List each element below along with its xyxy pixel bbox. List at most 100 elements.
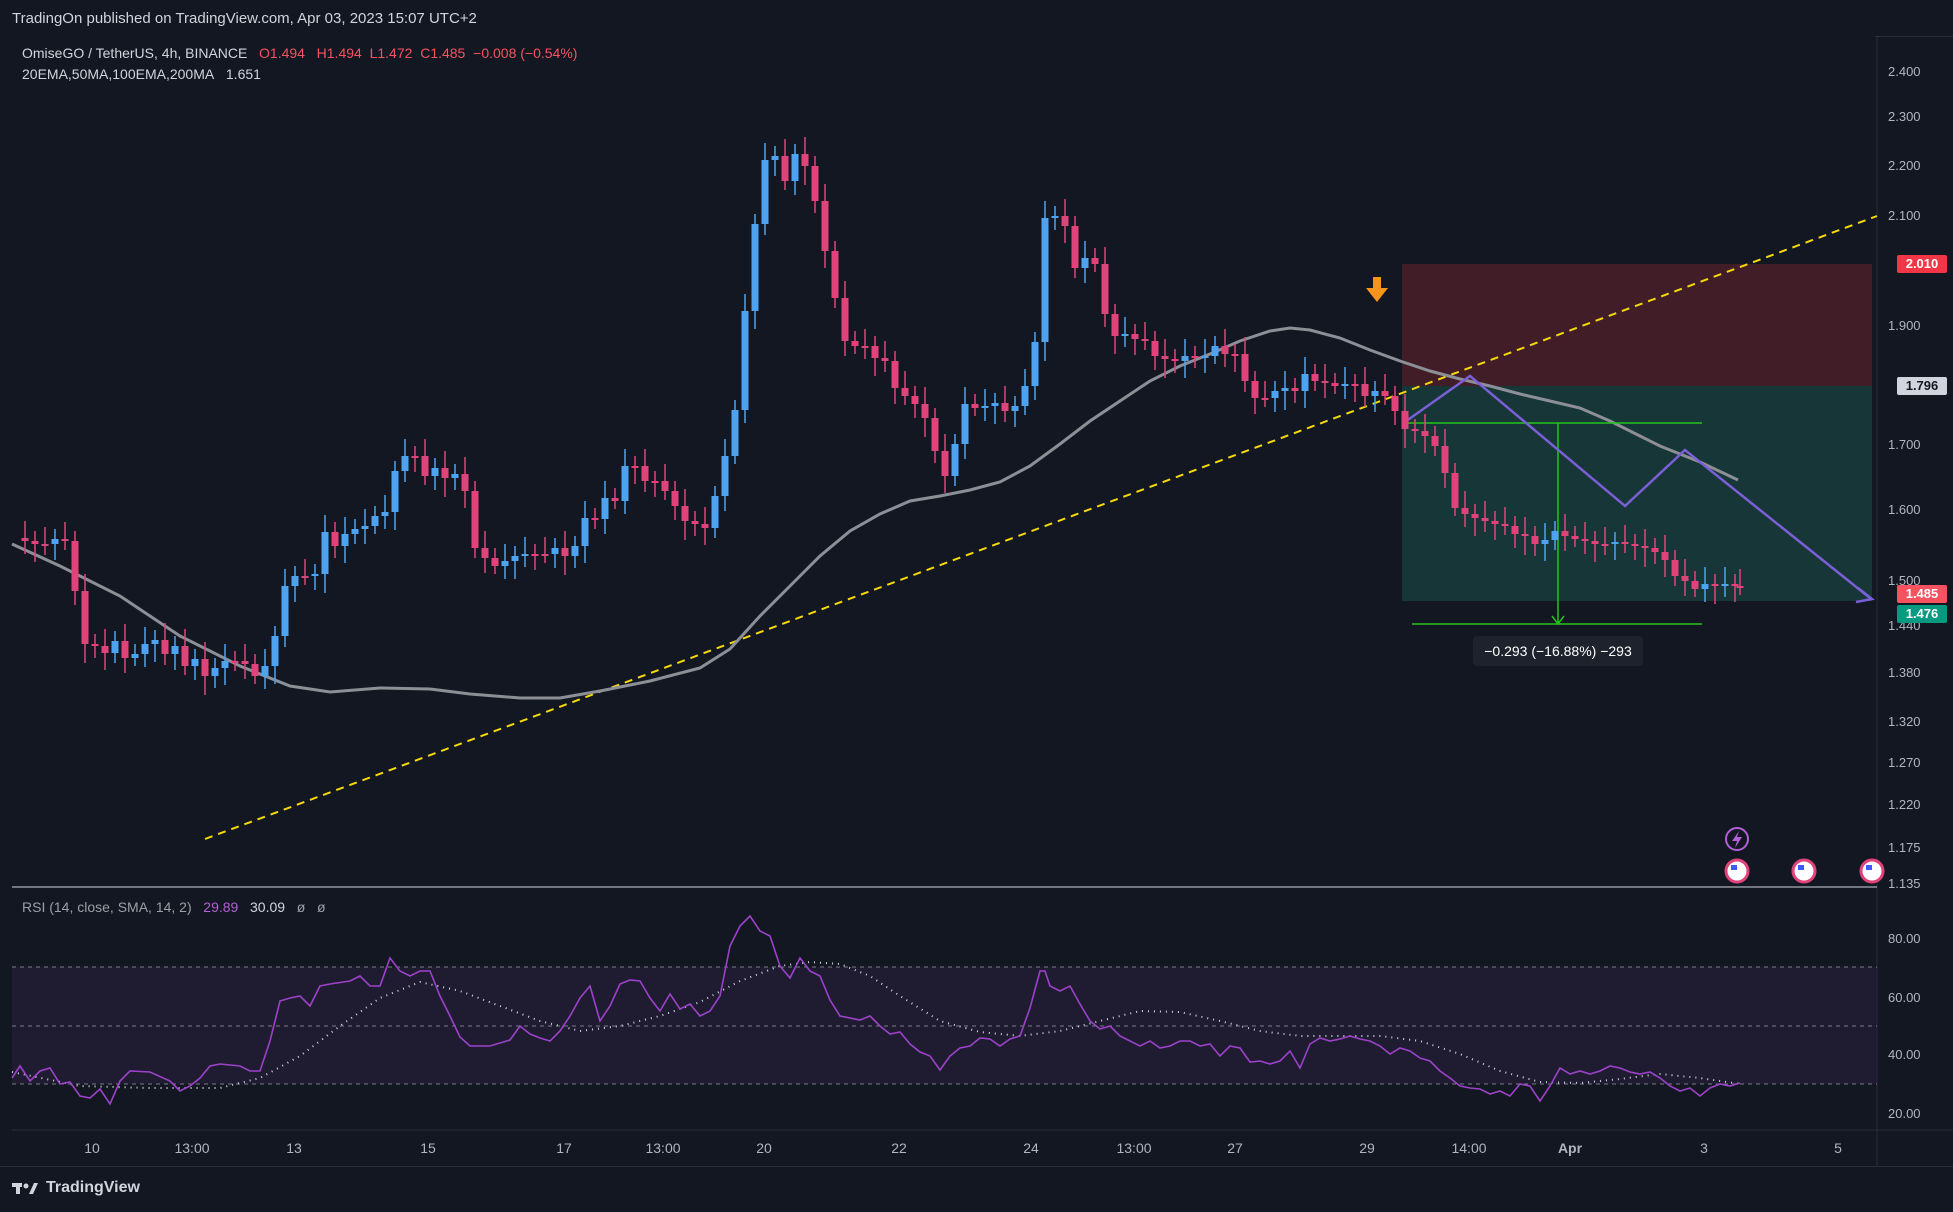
candle-body <box>1171 359 1179 361</box>
candle-body <box>961 404 969 444</box>
ascending-trendline[interactable] <box>204 215 1878 840</box>
time-axis-tick: 24 <box>1023 1140 1039 1156</box>
candle-body <box>1001 403 1009 411</box>
price-candles <box>21 137 1744 695</box>
candle-body <box>1521 534 1529 536</box>
candle-body <box>571 546 579 556</box>
candle-body <box>1461 508 1469 514</box>
candle-body <box>1211 346 1219 356</box>
candle-body <box>281 586 289 636</box>
candle-body <box>761 160 769 224</box>
candle-body <box>1081 258 1089 268</box>
candle-body <box>1191 356 1199 358</box>
price-axis-tick: 1.900 <box>1888 318 1921 333</box>
candle-body <box>1531 536 1539 544</box>
candle-body <box>771 156 779 160</box>
indicator-legend[interactable]: 20EMA,50MA,100EMA,200MA 1.651 <box>22 66 261 82</box>
candle-body <box>391 471 399 512</box>
tradingview-logo-icon <box>12 1183 38 1194</box>
candle-body <box>321 532 329 574</box>
candle-body <box>331 532 339 546</box>
candle-body <box>831 251 839 298</box>
candle-body <box>1601 544 1609 546</box>
measure-result: −0.293 (−16.88%) −293 <box>1473 636 1643 666</box>
price-axis-tick: 1.175 <box>1888 840 1921 855</box>
publish-header: TradingOn published on TradingView.com, … <box>0 0 1953 37</box>
candle-body <box>1341 384 1349 386</box>
candle-body <box>601 498 609 519</box>
price-axis-tick: 1.380 <box>1888 665 1921 680</box>
time-axis-tick: 17 <box>556 1140 572 1156</box>
time-axis-tick: 3 <box>1700 1140 1708 1156</box>
candle-body <box>1681 576 1689 581</box>
price-axis-tick: 1.700 <box>1888 437 1921 452</box>
high-value: H1.494 <box>316 45 362 61</box>
rsi-legend[interactable]: RSI (14, close, SMA, 14, 2) 29.89 30.09 … <box>22 899 326 915</box>
candle-body <box>631 466 639 468</box>
rsi-line <box>11 914 1741 1106</box>
price-axis-tick: 1.320 <box>1888 714 1921 729</box>
moving-average-line <box>11 326 1739 700</box>
price-axis-tick: 2.300 <box>1888 109 1921 124</box>
candle-body <box>221 661 229 668</box>
price-axis-tick: 1.500 <box>1888 573 1921 588</box>
entry-price-label: 1.796 <box>1897 377 1947 395</box>
us-flag-icon[interactable] <box>1859 858 1885 884</box>
price-axis-tick: 2.400 <box>1888 64 1921 79</box>
candle-body <box>381 512 389 516</box>
last-price-label: 1.485 <box>1897 585 1947 603</box>
us-flag-icon[interactable] <box>1791 858 1817 884</box>
time-axis-tick: 22 <box>891 1140 907 1156</box>
candle-body <box>1201 356 1209 358</box>
candle-body <box>681 506 689 521</box>
measure-tool[interactable] <box>1402 422 1702 626</box>
candle-body <box>1281 388 1289 391</box>
candle-body <box>1731 584 1739 586</box>
symbol-legend[interactable]: OmiseGO / TetherUS, 4h, BINANCE O1.494 H… <box>22 45 577 61</box>
candle-body <box>1121 334 1129 336</box>
candle-body <box>111 641 119 653</box>
candle-body <box>31 541 39 544</box>
candle-body <box>91 644 99 646</box>
candle-body <box>81 591 89 644</box>
candle-body <box>1071 226 1079 268</box>
candle-body <box>291 576 299 586</box>
candle-body <box>741 311 749 410</box>
candle-body <box>1011 406 1019 411</box>
us-flag-icon[interactable] <box>1724 858 1750 884</box>
candle-body <box>1051 216 1059 218</box>
candle-body <box>1561 531 1569 536</box>
candle-body <box>1101 264 1109 314</box>
chart-canvas[interactable] <box>0 36 1953 1166</box>
symbol-name: OmiseGO / TetherUS, 4h, BINANCE <box>22 45 248 61</box>
candle-body <box>651 481 659 483</box>
lightning-icon[interactable] <box>1725 827 1749 851</box>
tradingview-logo[interactable]: TradingView <box>12 1179 140 1197</box>
candle-body <box>271 636 279 666</box>
candle-body <box>881 358 889 361</box>
time-axis-tick: 20 <box>756 1140 772 1156</box>
candle-body <box>231 661 239 663</box>
candle-body <box>1361 384 1369 396</box>
candle-body <box>41 544 49 546</box>
candle-body <box>1441 446 1449 473</box>
candle-body <box>1551 531 1559 540</box>
price-axis-tick: 1.270 <box>1888 755 1921 770</box>
candle-body <box>861 346 869 348</box>
candle-body <box>201 659 209 676</box>
candle-body <box>461 474 469 491</box>
candle-body <box>1221 346 1229 354</box>
candle-body <box>71 541 79 591</box>
candle-body <box>901 388 909 396</box>
candle-body <box>691 521 699 524</box>
projection-path[interactable] <box>1401 374 1871 599</box>
candle-body <box>941 451 949 476</box>
candle-body <box>1591 541 1599 544</box>
footer-bar: TradingView <box>0 1166 1953 1212</box>
candle-body <box>251 664 259 676</box>
candle-body <box>1421 431 1429 436</box>
candle-body <box>1691 581 1699 589</box>
stop-loss-zone[interactable] <box>1402 264 1872 386</box>
rsi-extra-2: ø <box>316 899 326 915</box>
candle-body <box>1271 391 1279 398</box>
